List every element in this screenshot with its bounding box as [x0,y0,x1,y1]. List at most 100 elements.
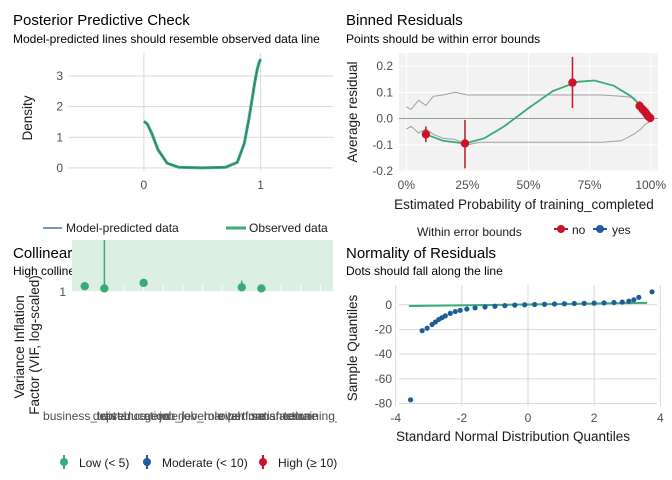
collinearity-tick-labels: 123510business_traveldeptdistanceeducati… [43,174,337,423]
collinearity-x-tick-label: overtime [219,409,265,423]
qq-point [631,297,637,303]
qq-x-tick-label: -2 [457,411,468,425]
ppc-y-tick-label: 1 [56,130,63,144]
qq-x-tick-label: 2 [591,411,598,425]
binned-legend-title: Within error bounds [417,225,522,239]
ppc-title: Posterior Predictive Check [13,12,190,29]
collinearity-point [179,221,187,229]
qq-points [407,289,655,403]
ppc-y-axis-label: Density [20,95,35,140]
binned-x-tick-label: 0% [398,178,416,192]
collinearity-legend-label: High (≥ 10) [278,456,337,470]
binned-y-tick-label: 0.2 [376,59,393,73]
collinearity-point [80,281,89,291]
collinearity-x-tick-label: education [118,409,170,423]
collinearity-zones [72,240,333,292]
qq-y-tick-label: -60 [375,372,393,386]
ppc-gridlines [68,53,333,171]
qq-reference-line [408,301,648,307]
binned-point [460,139,470,148]
qq-y-tick-label: -40 [375,347,393,361]
binned-y-axis-label: Average residual [345,61,360,162]
collinearity-y-axis-label-line-2: Factor (VIF, log-scaled) [27,275,42,415]
qq-point [561,301,567,307]
binned-y-tick-label: -0.1 [372,138,393,152]
collinearity-legend-key [60,458,68,466]
collinearity-x-tick-label: distance [102,409,147,423]
qq-point [472,305,478,311]
binned-panel: Binned Residuals Points should be within… [345,12,666,212]
collinearity-point [159,59,167,67]
ppc-x-axis-label: training_completed [143,197,257,212]
legend-key-yes [596,225,604,233]
binned-x-tick-label: 50% [516,178,540,192]
qq-point [424,325,430,331]
qq-point [619,299,625,305]
collinearity-legend-key [143,458,151,466]
collinearity-y-tick-label: 2 [59,174,66,188]
ppc-y-tick-label: 0 [56,161,63,175]
qq-point [601,300,607,306]
ppc-y-tick-label: 3 [56,69,63,83]
collinearity-y-axis-label: Variance Inflation Factor (VIF, log-scal… [12,275,42,415]
qq-y-tick-label: -20 [375,322,393,336]
qq-x-tick-label: 4 [657,411,664,425]
binned-x-tick-label: 75% [578,178,602,192]
collinearity-point [257,284,266,293]
qq-tick-labels: -4 -2 0 2 4-80-60-40-200 [375,298,664,425]
qq-point [442,313,448,319]
collinearity-legend-label: Moderate (< 10) [162,456,248,470]
qq-point [591,300,597,306]
qq-point [407,397,414,403]
collinearity-points [80,59,266,293]
binned-y-tick-label: 0.1 [376,85,393,99]
collinearity-y-tick-label: 1 [59,285,66,299]
collinearity-x-tick-label: satisfaction [251,409,311,423]
ppc-density-lines [142,58,262,170]
qq-x-axis-label: Standard Normal Distribution Quantiles [396,429,630,444]
qq-point [636,294,642,300]
qq-subtitle: Dots should fall along the line [346,264,503,278]
qq-point [649,289,655,295]
binned-subtitle: Points should be within error bounds [346,32,540,46]
binned-tick-labels: 0% 25% 50% 75% 100% -0.2 -0.1 0.0 0.1 0.2 [372,59,666,192]
collinearity-legend: Low (< 5) Moderate (< 10) High (≥ 10) [60,455,337,470]
collinearity-x-tick-label: job_level [158,409,206,423]
qq-y-axis-label: Sample Quantiles [345,294,360,401]
collinearity-panel: Collinearity High collinearity (VIF) may… [12,59,337,423]
qq-point [452,308,458,315]
collinearity-x-tick-label: performance [228,409,296,423]
collinearity-gridlines [72,285,333,403]
qq-y-tick-label: -80 [375,397,393,411]
ppc-y-tick-label: 2 [56,100,63,114]
qq-panel: Normality of Residuals Dots should fall … [345,245,664,444]
ppc-subtitle: Model-predicted lines should resemble ob… [13,32,320,46]
collinearity-x-tick-label: gender [145,409,182,423]
collinearity-x-tick-label: business_travel [43,409,126,423]
qq-point [571,300,577,307]
qq-point [541,301,548,307]
ppc-model-predicted-line [143,58,262,169]
binned-gridlines [399,53,658,172]
qq-y-tick-label: 0 [385,298,392,312]
qq-point [611,299,617,306]
binned-y-tick-label: 0.0 [376,112,393,126]
collinearity-point [139,278,148,288]
qq-x-tick-label: -4 [390,411,401,425]
qq-point [464,306,470,312]
ppc-legend: Model-predicted data Observed data [43,221,328,235]
collinearity-x-tick-label: dept [93,409,117,423]
legend-key-no [557,225,565,233]
binned-title: Binned Residuals [346,12,463,29]
collinearity-legend-label: Low (< 5) [79,456,129,470]
ppc-x-tick-label: 0 [141,178,148,192]
collinearity-x-tick-label: tenure [284,409,318,423]
legend-label-model-predicted: Model-predicted data [66,221,179,235]
qq-point [457,307,463,313]
qq-point [502,303,508,309]
qq-point [419,328,425,334]
qq-point [512,302,518,308]
collinearity-x-tick-label: marital [204,409,240,423]
binned-point [645,113,655,123]
